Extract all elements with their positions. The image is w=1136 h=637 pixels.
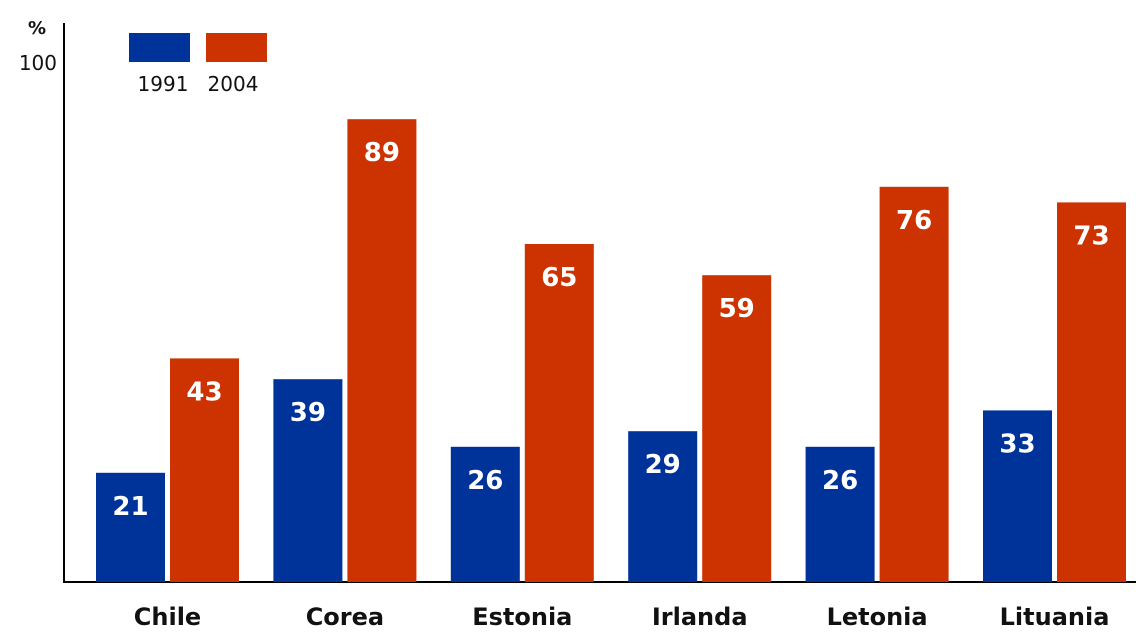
bar-irlanda-1991	[628, 431, 698, 582]
data-label-corea-1991: 39	[290, 398, 326, 428]
data-label-corea-2004: 89	[364, 138, 400, 168]
bar-letonia-2004	[879, 186, 949, 583]
data-label-chile-2004: 43	[186, 377, 222, 407]
category-label-letonia: Letonia	[827, 603, 928, 631]
data-label-letonia-1991: 26	[822, 466, 858, 496]
data-label-estonia-1991: 26	[467, 466, 503, 496]
bar-chile-1991	[96, 472, 165, 582]
bar-estonia-2004	[524, 244, 594, 582]
y-tick-label-100: 100	[19, 51, 57, 75]
category-label-lituania: Lituania	[1000, 603, 1110, 631]
category-label-chile: Chile	[134, 603, 201, 631]
category-labels: Chile Corea Estonia Irlanda Letonia Lituania	[134, 603, 1110, 631]
category-label-estonia: Estonia	[472, 603, 572, 631]
bars-group	[96, 119, 1126, 583]
bar-lituania-2004	[1057, 202, 1126, 582]
data-label-irlanda-1991: 29	[645, 450, 681, 480]
bar-estonia-1991	[450, 446, 520, 582]
bar-corea-1991	[273, 379, 343, 582]
category-label-irlanda: Irlanda	[652, 603, 748, 631]
bar-value-labels: 21 43 39 89 26 65 29 59 26 76 33 73	[112, 138, 1109, 522]
legend-label-1991: 1991	[138, 72, 189, 96]
bar-chile-2004	[170, 358, 239, 582]
bar-lituania-1991	[983, 410, 1052, 582]
data-label-irlanda-2004: 59	[719, 294, 755, 324]
chart-axes: % 100	[19, 18, 1136, 583]
legend-swatch-2004	[206, 33, 267, 62]
data-label-chile-1991: 21	[112, 492, 148, 522]
data-label-lituania-2004: 73	[1073, 221, 1109, 251]
y-axis-unit: %	[28, 18, 46, 39]
legend-swatch-1991	[129, 33, 190, 62]
bar-irlanda-2004	[702, 275, 772, 582]
legend: 1991 2004	[129, 33, 267, 96]
category-label-corea: Corea	[306, 603, 384, 631]
legend-label-2004: 2004	[208, 72, 259, 96]
bar-letonia-1991	[805, 446, 875, 582]
data-label-letonia-2004: 76	[896, 206, 932, 236]
bar-corea-2004	[347, 119, 417, 582]
data-label-estonia-2004: 65	[541, 263, 577, 293]
data-label-lituania-1991: 33	[999, 429, 1035, 459]
